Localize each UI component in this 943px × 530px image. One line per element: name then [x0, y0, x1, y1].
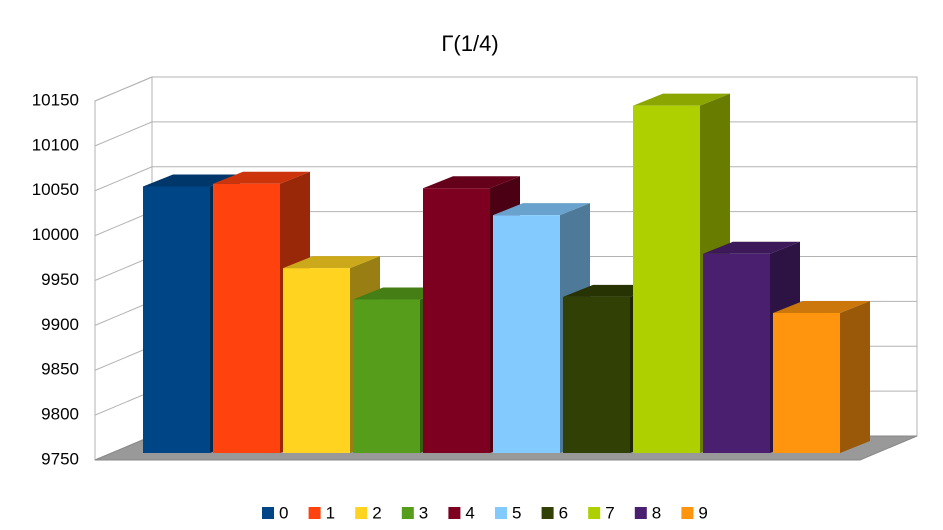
bar	[773, 312, 840, 453]
grid-line	[94, 211, 153, 237]
legend-label: 8	[652, 503, 661, 522]
legend-label: 5	[512, 503, 521, 522]
y-tick-label: 10050	[32, 180, 79, 199]
bar	[703, 253, 770, 453]
legend-label: 3	[419, 503, 428, 522]
bar-top	[633, 93, 730, 106]
legend-swatch	[355, 507, 368, 519]
legend-swatch	[308, 507, 321, 519]
legend-swatch	[588, 507, 601, 519]
bar	[353, 299, 420, 453]
legend-label: 6	[559, 503, 568, 522]
legend-label: 7	[605, 503, 614, 522]
bar	[563, 296, 630, 453]
bar-top	[423, 176, 520, 189]
legend-label: 0	[279, 503, 288, 522]
grid-line	[94, 256, 153, 281]
y-tick-label: 10100	[32, 135, 79, 154]
y-tick-label: 10000	[32, 225, 79, 244]
bar	[423, 188, 490, 454]
grid-line	[94, 76, 153, 102]
y-tick-label: 9750	[41, 449, 79, 468]
bar	[213, 183, 280, 453]
legend-swatch	[262, 507, 274, 519]
bar-top	[773, 300, 870, 313]
legend-label: 1	[326, 503, 335, 522]
legend-swatch	[448, 507, 461, 519]
bar	[143, 186, 210, 453]
y-tick-label: 9900	[41, 315, 79, 334]
legend-label: 4	[465, 503, 474, 522]
legend-swatch	[495, 507, 507, 519]
y-tick-label: 10150	[32, 90, 79, 109]
grid-line	[94, 166, 153, 192]
legend-swatch	[541, 507, 554, 519]
bar-top	[493, 203, 590, 216]
bar	[283, 268, 350, 453]
bar-top	[703, 241, 800, 254]
bar	[493, 215, 560, 453]
bar	[633, 105, 700, 453]
grid-line	[94, 390, 153, 416]
chart-title: Γ(1/4)	[441, 31, 498, 56]
y-tick-label: 9850	[41, 360, 79, 379]
legend-swatch	[681, 507, 694, 519]
bar-side	[840, 300, 870, 453]
grid-line	[94, 300, 153, 326]
legend-swatch	[401, 507, 414, 519]
y-tick-label: 9800	[41, 405, 79, 424]
bar-top	[213, 171, 310, 184]
legend-label: 9	[698, 503, 707, 522]
grid-line	[94, 345, 153, 371]
bar-top	[283, 256, 380, 269]
y-tick-label: 9950	[41, 270, 79, 289]
legend-swatch	[634, 507, 647, 519]
grid-line	[94, 121, 153, 147]
legend-label: 2	[372, 503, 381, 522]
